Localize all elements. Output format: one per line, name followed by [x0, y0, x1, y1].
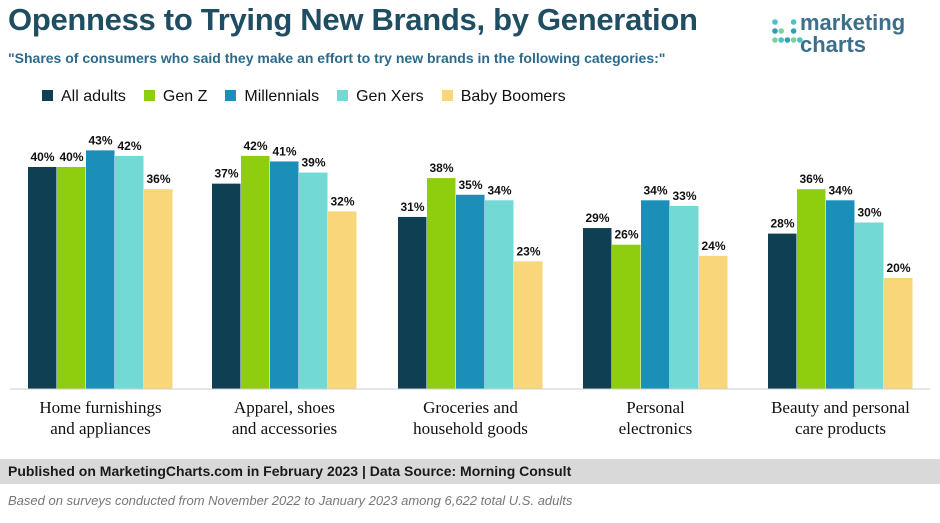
category-label: and appliances: [50, 419, 151, 438]
data-label: 26%: [614, 228, 638, 242]
data-label: 39%: [301, 156, 325, 170]
bar: [28, 167, 57, 389]
bar: [884, 278, 913, 389]
logo-dot: [772, 28, 778, 34]
bar: [583, 228, 612, 389]
bar: [86, 150, 115, 389]
data-label: 30%: [857, 206, 881, 220]
chart-legend: All adults Gen Z Millennials Gen Xers Baby B…: [42, 88, 584, 108]
data-label: 36%: [146, 172, 170, 186]
data-label: 20%: [886, 261, 910, 275]
marketing-charts-logo-icon: [772, 19, 803, 43]
bar: [514, 261, 543, 389]
legend-item: Gen Z: [143, 88, 208, 106]
data-label: 40%: [30, 150, 54, 164]
bar: [212, 183, 241, 389]
data-label: 36%: [799, 172, 823, 186]
legend-swatch: [143, 90, 155, 101]
legend-item: Gen Xers: [337, 88, 424, 106]
logo-text: marketing charts: [800, 12, 905, 56]
legend-swatch: [441, 90, 453, 101]
logo-dot: [772, 37, 778, 43]
bar: [641, 200, 670, 389]
logo-dot: [797, 37, 803, 43]
data-label: 42%: [243, 139, 267, 153]
legend-label: Millennials: [244, 88, 320, 105]
bar: [270, 161, 299, 389]
bar: [797, 189, 826, 389]
bar: [456, 194, 485, 389]
bar: [485, 200, 514, 389]
logo-dot: [790, 37, 797, 43]
data-label: 31%: [400, 200, 424, 214]
legend-label: Gen Xers: [356, 88, 424, 105]
legend-label: All adults: [61, 88, 126, 105]
data-label: 29%: [585, 211, 609, 225]
category-label: Beauty and personal: [771, 398, 910, 417]
data-label: 24%: [701, 239, 725, 253]
data-label: 40%: [59, 150, 83, 164]
bar: [670, 205, 699, 389]
category-label: Personal: [626, 398, 685, 417]
data-label: 41%: [272, 144, 296, 158]
bar: [699, 255, 728, 389]
data-label: 34%: [643, 183, 667, 197]
logo-line2: charts: [800, 32, 867, 57]
bar: [241, 155, 270, 389]
chart-subtitle: "Shares of consumers who said they make …: [8, 50, 666, 66]
bar: [57, 167, 86, 389]
legend-label: Baby Boomers: [460, 88, 566, 105]
category-label: Apparel, shoes: [234, 398, 335, 417]
chart-title: Openness to Trying New Brands, by Genera…: [8, 2, 698, 37]
legend-swatch: [42, 90, 53, 101]
data-label: 23%: [516, 244, 540, 258]
data-label: 34%: [828, 183, 852, 197]
category-label: electronics: [619, 419, 693, 438]
bar-chart: 40% 40% 43% 42% 36% Home furnishings and appli…: [10, 133, 930, 438]
category-label: Home furnishings: [39, 398, 161, 417]
category-label: Groceries and: [423, 398, 518, 417]
category-label: and accessories: [232, 419, 337, 438]
bar: [855, 222, 884, 389]
bar: [115, 155, 144, 389]
logo-line1: marketing: [800, 10, 906, 35]
legend-swatch: [337, 90, 349, 101]
bar: [768, 233, 797, 389]
legend-swatch: [225, 90, 237, 101]
data-label: 42%: [117, 139, 141, 153]
bar: [144, 189, 173, 389]
legend-item: All adults: [42, 88, 126, 106]
logo-dot: [784, 37, 791, 43]
logo-dot: [772, 19, 778, 25]
category-label: care products: [795, 419, 886, 438]
logo-dot: [790, 19, 797, 25]
bar: [398, 216, 427, 389]
data-label: 43%: [88, 133, 112, 147]
bar: [427, 178, 456, 389]
legend-item: Millennials: [225, 88, 319, 106]
data-label: 34%: [487, 183, 511, 197]
data-label: 28%: [770, 217, 794, 231]
legend-label: Gen Z: [162, 88, 208, 105]
data-label: 38%: [429, 161, 453, 175]
category-label: household goods: [413, 419, 528, 438]
data-label: 35%: [458, 178, 482, 192]
logo-dot: [778, 37, 784, 43]
bar: [826, 200, 855, 389]
bar: [328, 211, 357, 389]
data-label: 33%: [672, 189, 696, 203]
bar: [299, 172, 328, 389]
footer-bar: [0, 459, 940, 484]
bar: [612, 244, 641, 389]
logo-dot: [778, 28, 784, 34]
data-label: 37%: [214, 167, 238, 181]
logo-dot: [790, 28, 797, 34]
survey-note: Based on surveys conducted from November…: [8, 493, 573, 508]
source-footer: Published on MarketingCharts.com in Febr…: [8, 463, 572, 479]
data-label: 32%: [330, 194, 354, 208]
legend-item: Baby Boomers: [441, 88, 566, 106]
